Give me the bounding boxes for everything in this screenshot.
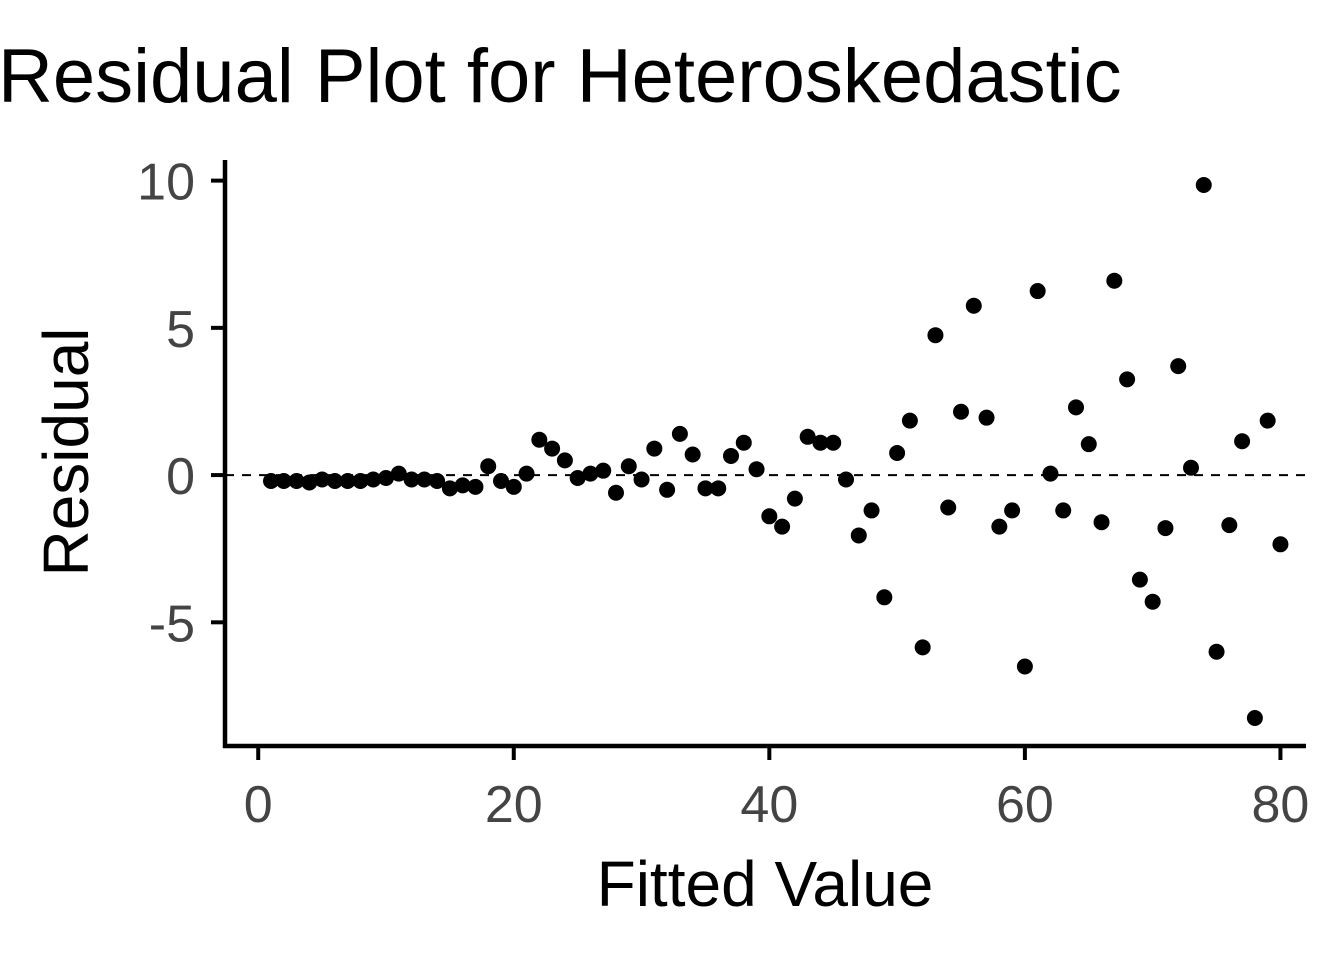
y-tick-label: 5: [166, 301, 195, 359]
data-point: [671, 425, 688, 442]
data-point: [1119, 371, 1136, 388]
chart-title: Residual Plot for Heteroskedastic: [0, 34, 1122, 119]
data-point: [275, 472, 292, 489]
data-point: [390, 465, 407, 482]
y-tick-label: 10: [137, 154, 195, 212]
axes: [222, 160, 1306, 749]
data-point: [441, 480, 458, 497]
data-point: [1042, 465, 1059, 482]
data-point: [697, 480, 714, 497]
data-point: [1170, 358, 1187, 375]
data-point: [825, 434, 842, 451]
ticks: -5 0 5 10 0 20 40 60 80: [137, 154, 1309, 834]
data-point: [1016, 658, 1033, 675]
data-point: [901, 412, 918, 429]
data-point: [838, 471, 854, 488]
data-point: [365, 471, 382, 488]
data-point: [1029, 283, 1046, 300]
data-point: [710, 480, 727, 497]
data-point: [403, 471, 420, 488]
data-point: [454, 477, 471, 494]
y-tick-label: -5: [149, 595, 195, 653]
data-point: [301, 474, 318, 491]
data-point: [889, 445, 906, 461]
data-point: [659, 481, 676, 498]
data-point: [1259, 412, 1276, 429]
y-axis-label: Residual: [30, 327, 102, 576]
data-point: [876, 589, 893, 606]
data-point: [633, 471, 650, 488]
data-point: [544, 440, 561, 457]
x-axis-label: Fitted Value: [597, 848, 934, 920]
data-point: [339, 472, 356, 489]
data-point: [978, 409, 995, 426]
data-point: [569, 470, 586, 487]
data-point: [467, 478, 484, 495]
data-point: [1004, 502, 1021, 519]
x-tick-label: 60: [996, 776, 1054, 834]
data-point: [863, 502, 880, 519]
data-point: [684, 446, 701, 463]
data-point: [761, 508, 778, 525]
data-point: [556, 452, 573, 469]
data-point: [735, 434, 752, 451]
data-point: [1195, 177, 1212, 194]
data-point: [429, 472, 446, 489]
data-point: [493, 472, 509, 489]
data-point: [1246, 710, 1263, 727]
data-point: [786, 490, 803, 507]
data-point: [991, 518, 1008, 535]
data-point: [518, 465, 535, 482]
data-points: [263, 177, 1289, 727]
data-point: [1221, 517, 1238, 534]
data-point: [774, 518, 791, 535]
data-point: [326, 472, 343, 489]
data-point: [608, 484, 624, 501]
data-point: [416, 471, 433, 488]
data-point: [1272, 536, 1289, 553]
data-point: [1131, 571, 1148, 588]
data-point: [378, 470, 394, 487]
data-point: [1208, 643, 1225, 660]
data-point: [288, 472, 305, 489]
x-tick-label: 40: [740, 776, 798, 834]
data-point: [1234, 433, 1251, 450]
data-point: [531, 431, 548, 448]
data-point: [1106, 272, 1123, 289]
data-point: [953, 403, 969, 420]
data-point: [799, 428, 816, 445]
data-point: [1093, 514, 1110, 531]
data-point: [965, 297, 982, 314]
y-tick-label: 0: [166, 448, 195, 506]
data-point: [748, 461, 765, 478]
data-point: [505, 478, 522, 495]
data-point: [1144, 593, 1161, 610]
data-point: [582, 465, 599, 482]
data-point: [263, 472, 279, 489]
x-tick-label: 80: [1252, 776, 1310, 834]
data-point: [1068, 399, 1084, 416]
x-tick-label: 20: [485, 776, 543, 834]
data-point: [1080, 436, 1097, 453]
data-point: [620, 458, 637, 475]
data-point: [940, 499, 957, 516]
data-point: [595, 462, 612, 479]
data-point: [850, 527, 867, 544]
data-point: [812, 434, 829, 451]
x-tick-label: 0: [244, 776, 273, 834]
data-point: [914, 639, 931, 656]
data-point: [646, 440, 663, 457]
data-point: [1157, 520, 1174, 537]
data-point: [1055, 502, 1072, 519]
data-point: [352, 472, 369, 489]
data-point: [314, 471, 331, 488]
data-point: [723, 447, 739, 464]
data-point: [1183, 459, 1199, 476]
data-point: [480, 458, 497, 475]
data-point: [927, 327, 944, 344]
